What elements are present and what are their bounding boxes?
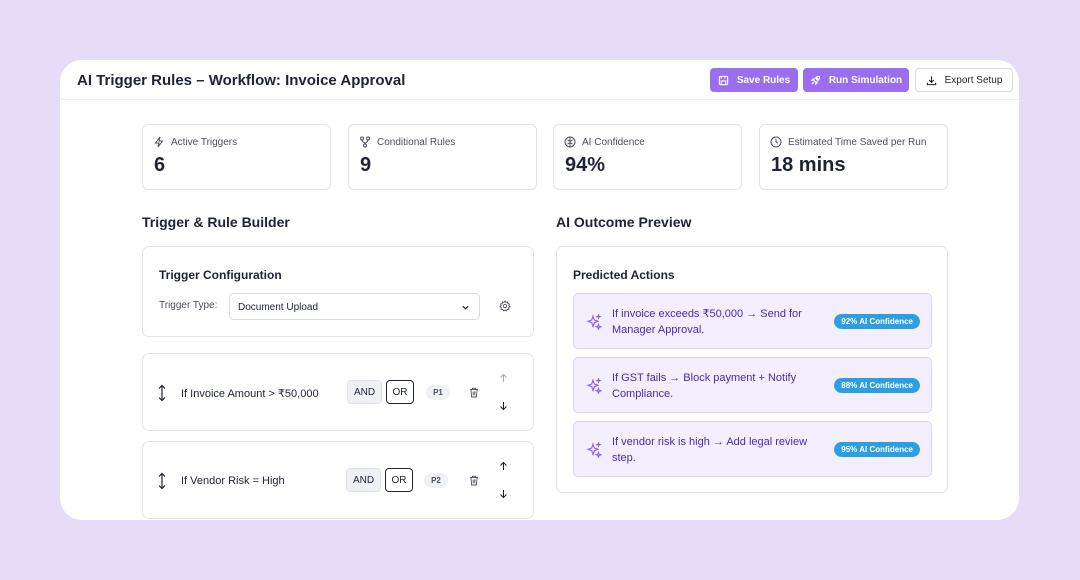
rule-row: If Invoice Amount > ₹50,000 AND OR P1 — [142, 353, 534, 431]
rule-row: If Vendor Risk = High AND OR P2 — [142, 441, 534, 519]
export-setup-button[interactable]: Export Setup — [915, 68, 1013, 92]
download-icon — [926, 75, 936, 85]
trigger-configuration-title: Trigger Configuration — [159, 268, 282, 282]
drag-handle-icon[interactable] — [157, 384, 167, 402]
confidence-badge: 95% AI Confidence — [834, 442, 920, 457]
stat-value: 6 — [154, 154, 166, 176]
move-down-arrow-icon[interactable] — [499, 401, 508, 411]
lightning-icon — [154, 136, 164, 148]
save-rules-label: Save Rules — [736, 74, 791, 86]
branch-icon — [360, 136, 370, 148]
or-operator-button[interactable]: OR — [385, 468, 413, 492]
stat-label: Conditional Rules — [377, 136, 456, 148]
predicted-actions-title: Predicted Actions — [573, 268, 675, 282]
stat-value: 9 — [360, 154, 372, 176]
predicted-action-item: If GST fails → Block payment + Notify Co… — [573, 357, 932, 413]
trash-icon[interactable] — [469, 475, 479, 486]
stat-label: Estimated Time Saved per Run — [788, 136, 927, 148]
priority-badge: P1 — [426, 385, 450, 400]
export-setup-label: Export Setup — [944, 74, 1003, 86]
drag-handle-icon[interactable] — [157, 472, 167, 490]
run-simulation-label: Run Simulation — [828, 74, 903, 86]
predicted-actions-card: Predicted Actions If invoice exceeds ₹50… — [556, 246, 948, 493]
brain-icon — [564, 136, 576, 148]
rule-condition-text: If Invoice Amount > ₹50,000 — [181, 388, 319, 400]
predicted-action-item: If vendor risk is high → Add legal revie… — [573, 421, 932, 477]
trigger-type-label: Trigger Type: — [159, 300, 218, 311]
trigger-type-value: Document Upload — [238, 302, 319, 313]
predicted-action-text: If invoice exceeds ₹50,000 → Send for Ma… — [612, 308, 802, 336]
preview-section-title: AI Outcome Preview — [556, 214, 692, 230]
stat-value: 94% — [565, 154, 606, 176]
trash-icon[interactable] — [469, 387, 479, 398]
stat-card-active-triggers: Active Triggers 6 — [142, 124, 331, 190]
predicted-action-item: If invoice exceeds ₹50,000 → Send for Ma… — [573, 293, 932, 349]
sparkles-icon — [586, 314, 602, 330]
predicted-action-text: If GST fails → Block payment + Notify Co… — [612, 372, 797, 400]
sparkles-icon — [586, 442, 602, 458]
gear-icon[interactable] — [499, 300, 511, 312]
builder-section-title: Trigger & Rule Builder — [142, 214, 290, 230]
app-window: AI Trigger Rules – Workflow: Invoice App… — [60, 60, 1019, 520]
trigger-type-select[interactable]: Document Upload — [229, 293, 480, 320]
clock-icon — [770, 136, 782, 148]
stat-card-conditional-rules: Conditional Rules 9 — [348, 124, 537, 190]
confidence-badge: 92% AI Confidence — [834, 314, 920, 329]
priority-badge: P2 — [424, 473, 448, 488]
move-down-arrow-icon[interactable] — [499, 489, 508, 499]
rocket-icon — [810, 75, 820, 85]
and-operator-button[interactable]: AND — [346, 468, 381, 492]
predicted-action-text: If vendor risk is high → Add legal revie… — [612, 436, 808, 464]
and-operator-button[interactable]: AND — [347, 380, 382, 404]
move-up-arrow-icon[interactable] — [499, 461, 508, 471]
trigger-configuration-card: Trigger Configuration Trigger Type: Docu… — [142, 246, 534, 337]
stat-label: Active Triggers — [171, 136, 238, 148]
page-title: AI Trigger Rules – Workflow: Invoice App… — [77, 72, 406, 89]
stat-label: AI Confidence — [582, 136, 645, 148]
run-simulation-button[interactable]: Run Simulation — [803, 68, 909, 92]
move-up-arrow-icon[interactable] — [499, 373, 508, 383]
app-header: AI Trigger Rules – Workflow: Invoice App… — [60, 60, 1019, 100]
sparkles-icon — [586, 378, 602, 394]
save-rules-button[interactable]: Save Rules — [710, 68, 798, 92]
rule-condition-text: If Vendor Risk = High — [181, 475, 285, 487]
save-icon — [718, 75, 728, 85]
or-operator-button[interactable]: OR — [386, 380, 414, 404]
chevron-down-icon — [462, 305, 469, 310]
confidence-badge: 88% AI Confidence — [834, 378, 920, 393]
stat-card-time-saved: Estimated Time Saved per Run 18 mins — [759, 124, 948, 190]
stat-value: 18 mins — [771, 154, 846, 176]
stat-card-ai-confidence: AI Confidence 94% — [553, 124, 742, 190]
